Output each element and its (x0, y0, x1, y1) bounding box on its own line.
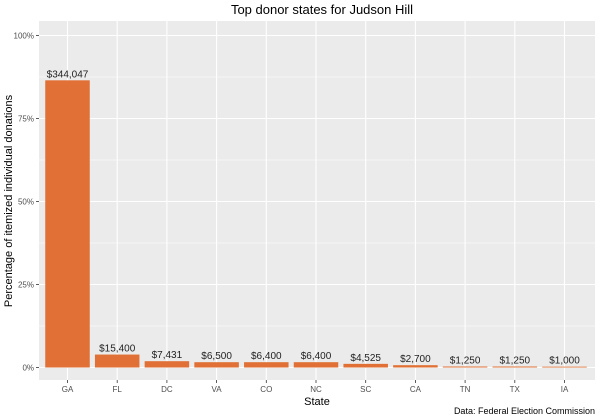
bar-co (244, 362, 289, 368)
data-label-nc: $6,400 (301, 351, 332, 362)
bar-ca (393, 365, 438, 368)
plot-panel (39, 21, 595, 380)
x-tick-label-tn: TN (460, 385, 471, 394)
data-label-ga: $344,047 (47, 69, 89, 80)
data-label-tn: $1,250 (450, 356, 481, 367)
x-tick-label-ia: IA (561, 385, 569, 394)
bar-ia (542, 366, 587, 368)
bar-tx (492, 366, 538, 368)
y-tick-label: 100% (14, 32, 34, 41)
bar-tn (442, 366, 488, 368)
x-tick-label-co: CO (260, 385, 272, 394)
x-tick-label-sc: SC (360, 385, 371, 394)
y-tick-label: 75% (18, 115, 34, 124)
bar-va (194, 362, 239, 368)
data-label-fl: $15,400 (99, 344, 136, 355)
data-label-ca: $2,700 (400, 354, 431, 365)
data-label-dc: $7,431 (152, 350, 183, 361)
gridlines-minor (39, 76, 595, 327)
data-label-va: $6,500 (201, 351, 232, 362)
bar-ga (45, 80, 90, 368)
data-label-sc: $4,525 (350, 353, 381, 364)
x-axis: GA FL DC VA CO NC SC CA TN TX IA (62, 380, 569, 394)
y-axis: 0% 25% 50% 75% 100% (14, 32, 39, 373)
y-tick-label: 50% (18, 198, 34, 207)
y-tick-label: 25% (18, 281, 34, 290)
x-tick-label-nc: NC (310, 385, 322, 394)
bar-dc (144, 361, 190, 368)
bar-nc (293, 362, 339, 368)
x-tick-label-ga: GA (62, 385, 74, 394)
x-tick-label-fl: FL (113, 385, 123, 394)
bar-fl (94, 354, 140, 368)
data-label-ia: $1,000 (549, 356, 580, 367)
y-axis-title: Percentage of itemized individual donati… (3, 94, 15, 307)
x-axis-title: State (304, 396, 330, 408)
y-tick-label: 0% (22, 364, 34, 373)
data-labels: $344,047 $15,400 $7,431 $6,500 $6,400 $6,400 $… (47, 69, 581, 366)
bars (45, 80, 587, 368)
x-tick-label-tx: TX (510, 385, 521, 394)
x-tick-label-dc: DC (161, 385, 173, 394)
x-tick-label-ca: CA (410, 385, 422, 394)
chart-caption: Data: Federal Election Commission (454, 406, 595, 416)
data-label-tx: $1,250 (500, 356, 531, 367)
chart-title: Top donor states for Judson Hill (231, 2, 413, 17)
bar-sc (343, 363, 388, 368)
data-label-co: $6,400 (251, 351, 282, 362)
x-tick-label-va: VA (212, 385, 223, 394)
